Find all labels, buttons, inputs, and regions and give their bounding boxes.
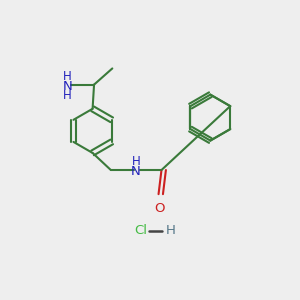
Text: N: N: [131, 165, 141, 178]
Text: H: H: [131, 155, 140, 168]
Text: Cl: Cl: [134, 224, 147, 238]
Text: O: O: [154, 202, 164, 214]
Text: H: H: [63, 70, 72, 83]
Text: H: H: [165, 224, 175, 238]
Text: N: N: [63, 80, 72, 93]
Text: H: H: [63, 89, 72, 102]
